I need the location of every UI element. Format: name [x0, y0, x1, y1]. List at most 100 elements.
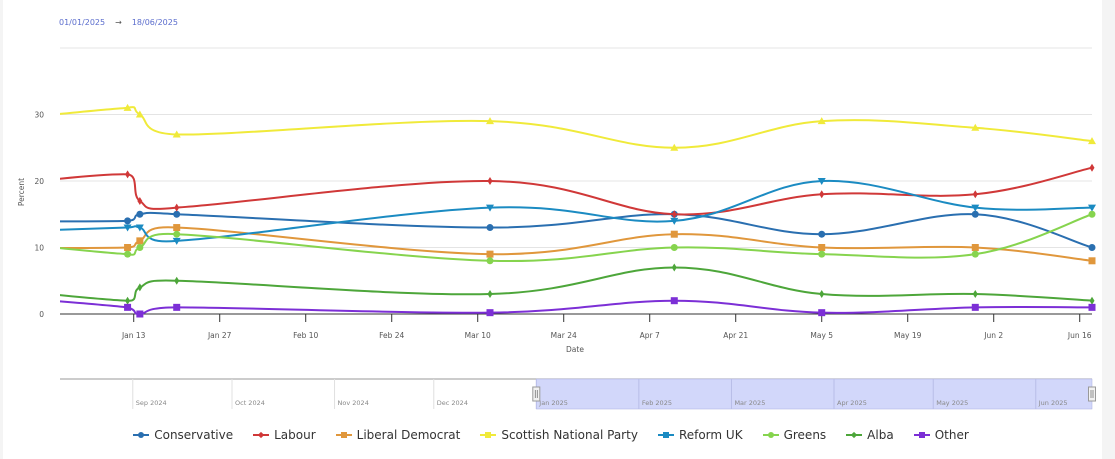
series-other: [60, 297, 1096, 318]
data-point[interactable]: [124, 303, 132, 311]
data-point[interactable]: [172, 237, 181, 245]
legend-item-scottish-national-party[interactable]: Scottish National Party: [480, 428, 638, 442]
series-line: [60, 266, 1093, 302]
data-point[interactable]: [1088, 137, 1096, 145]
data-point[interactable]: [172, 130, 181, 138]
data-point[interactable]: [818, 250, 826, 258]
data-point[interactable]: [173, 210, 181, 218]
navigator-label: Jun 2025: [1038, 399, 1068, 407]
series-reform-uk: [60, 178, 1096, 245]
data-point[interactable]: [486, 309, 494, 317]
data-point[interactable]: [819, 190, 825, 199]
data-point[interactable]: [971, 303, 979, 311]
legend-label: Greens: [783, 428, 827, 442]
series-labour: [60, 163, 1095, 219]
data-point[interactable]: [123, 224, 132, 232]
data-point[interactable]: [1088, 210, 1096, 218]
data-point[interactable]: [486, 250, 494, 258]
x-tick-label: Apr 21: [723, 331, 748, 340]
data-point[interactable]: [1089, 296, 1095, 305]
data-point[interactable]: [1089, 163, 1095, 172]
data-point[interactable]: [818, 230, 826, 238]
data-point[interactable]: [174, 276, 180, 285]
data-point[interactable]: [486, 224, 494, 232]
legend-symbol-icon: [846, 430, 863, 440]
range-arrow: →: [115, 18, 122, 27]
data-point[interactable]: [137, 283, 143, 292]
data-point[interactable]: [174, 203, 180, 212]
series-alba: [60, 263, 1095, 305]
data-point[interactable]: [818, 309, 826, 317]
navigator-label: Mar 2025: [734, 399, 765, 407]
legend-item-greens[interactable]: Greens: [762, 428, 827, 442]
data-point[interactable]: [125, 170, 131, 179]
data-point[interactable]: [671, 263, 677, 272]
data-point[interactable]: [487, 177, 493, 185]
data-point[interactable]: [173, 224, 181, 232]
navigator-handle-right[interactable]: [1088, 386, 1096, 402]
legend-label: Conservative: [154, 428, 234, 442]
navigator-selection[interactable]: [536, 378, 1093, 410]
data-point[interactable]: [137, 196, 143, 205]
data-point[interactable]: [671, 210, 677, 219]
data-point[interactable]: [136, 210, 144, 218]
range-from[interactable]: 01/01/2025: [59, 18, 106, 27]
legend-item-other[interactable]: Other: [913, 428, 969, 442]
legend-item-alba[interactable]: Alba: [846, 428, 894, 442]
series-line: [60, 166, 1093, 216]
legend-symbol-icon: [762, 430, 779, 440]
data-point[interactable]: [670, 217, 679, 225]
data-point[interactable]: [670, 143, 679, 151]
range-to[interactable]: 18/06/2025: [131, 18, 178, 27]
data-point[interactable]: [124, 244, 132, 251]
data-point[interactable]: [136, 244, 144, 251]
data-point[interactable]: [1088, 204, 1096, 212]
legend-item-liberal-democrat[interactable]: Liberal Democrat: [335, 428, 461, 442]
data-point[interactable]: [971, 250, 979, 258]
data-point[interactable]: [487, 290, 493, 299]
data-point[interactable]: [173, 303, 181, 311]
data-point[interactable]: [817, 178, 826, 185]
data-point[interactable]: [670, 230, 678, 238]
legend-label: Other: [934, 428, 969, 442]
data-point[interactable]: [1088, 303, 1096, 311]
x-tick-label: Feb 10: [293, 331, 318, 340]
legend-symbol-icon: [335, 430, 352, 440]
legend-item-labour[interactable]: Labour: [253, 428, 316, 442]
data-point[interactable]: [1088, 244, 1096, 251]
data-point[interactable]: [670, 244, 678, 251]
data-point[interactable]: [136, 310, 144, 318]
legend-label: Reform UK: [678, 428, 743, 442]
legend-label: Liberal Democrat: [356, 428, 461, 442]
data-point[interactable]: [971, 210, 979, 218]
data-point[interactable]: [670, 297, 678, 305]
series-line: [60, 213, 1093, 263]
data-point[interactable]: [173, 230, 181, 238]
data-point[interactable]: [971, 244, 979, 251]
data-point[interactable]: [124, 217, 132, 225]
data-point[interactable]: [817, 117, 826, 125]
data-point[interactable]: [136, 237, 144, 245]
data-point[interactable]: [135, 110, 144, 118]
data-point[interactable]: [486, 257, 494, 265]
navigator-label: Jan 2025: [538, 399, 568, 407]
data-point[interactable]: [125, 296, 131, 305]
data-point[interactable]: [135, 224, 144, 232]
data-point[interactable]: [486, 117, 494, 125]
legend-item-reform-uk[interactable]: Reform UK: [657, 428, 743, 442]
data-point[interactable]: [972, 190, 978, 199]
data-point[interactable]: [971, 204, 980, 212]
data-point[interactable]: [1088, 257, 1096, 265]
data-point[interactable]: [818, 244, 826, 251]
data-point[interactable]: [124, 250, 132, 258]
navigator-handle-left[interactable]: [532, 386, 541, 402]
data-point[interactable]: [819, 290, 825, 299]
legend-label: Labour: [274, 428, 316, 442]
data-point[interactable]: [972, 290, 978, 299]
legend-item-conservative[interactable]: Conservative: [133, 428, 233, 442]
x-tick-label: Jun 16: [1067, 331, 1092, 340]
x-tick-label: Mar 10: [465, 331, 491, 340]
data-point[interactable]: [971, 123, 980, 131]
data-point[interactable]: [123, 103, 132, 111]
data-point[interactable]: [486, 204, 494, 212]
